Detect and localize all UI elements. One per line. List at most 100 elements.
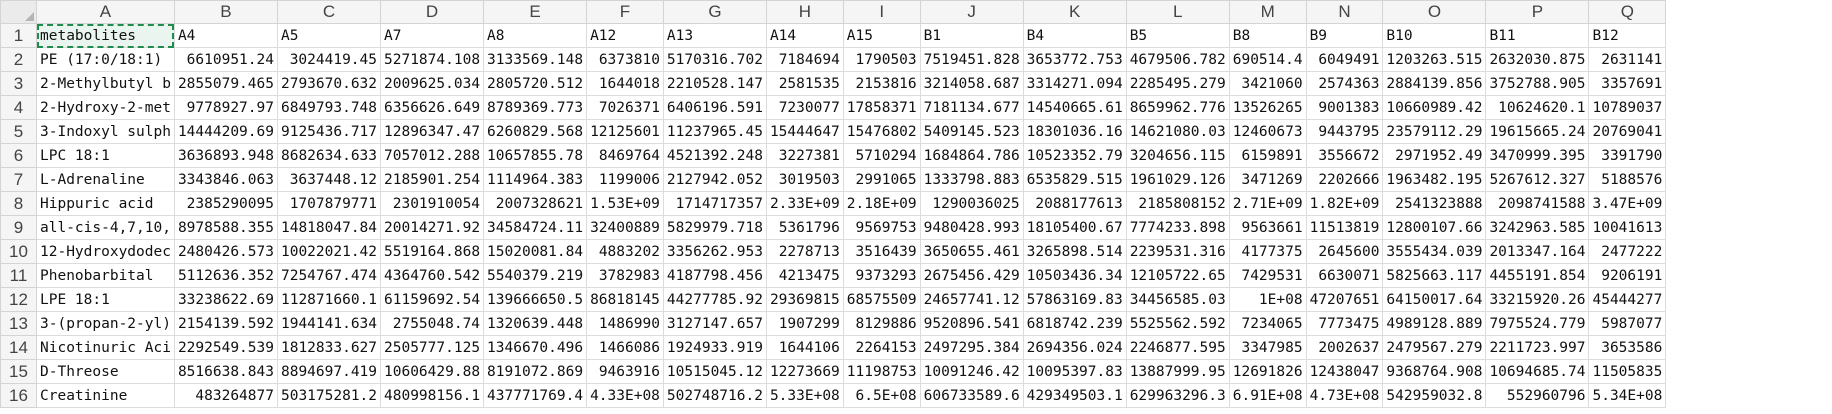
column-header-m[interactable]: M (1228, 0, 1307, 24)
cell-n4[interactable]: 9001383 (1305, 95, 1384, 120)
cell-e1[interactable]: A8 (483, 23, 588, 48)
cell-j8[interactable]: 1290036025 (919, 191, 1024, 216)
cell-o8[interactable]: 2541323888 (1382, 191, 1487, 216)
cell-h12[interactable]: 29369815 (765, 287, 844, 312)
cell-p9[interactable]: 3242963.585 (1485, 215, 1590, 240)
cell-l4[interactable]: 8659962.776 (1125, 95, 1230, 120)
cell-f7[interactable]: 1199006 (586, 167, 664, 192)
cell-i11[interactable]: 9373293 (842, 263, 921, 288)
row-header[interactable]: 14 (0, 335, 37, 360)
cell-k1[interactable]: B4 (1022, 23, 1127, 48)
cell-n15[interactable]: 12438047 (1305, 359, 1384, 384)
cell-n10[interactable]: 2645600 (1305, 239, 1384, 264)
cell-m16[interactable]: 6.91E+08 (1228, 383, 1307, 408)
cell-m12[interactable]: 1E+08 (1228, 287, 1307, 312)
cell-g13[interactable]: 3127147.657 (662, 311, 767, 336)
cell-a8[interactable]: Hippuric acid (36, 191, 175, 216)
cell-o3[interactable]: 2884139.856 (1382, 71, 1487, 96)
cell-b4[interactable]: 9778927.97 (173, 95, 278, 120)
cell-c7[interactable]: 3637448.12 (276, 167, 382, 192)
cell-m1[interactable]: B8 (1228, 23, 1307, 48)
column-header-a[interactable]: A (36, 0, 175, 24)
cell-i10[interactable]: 3516439 (842, 239, 921, 264)
cell-d16[interactable]: 480998156.1 (380, 383, 485, 408)
cell-l2[interactable]: 4679506.782 (1125, 47, 1230, 72)
cell-m7[interactable]: 3471269 (1228, 167, 1307, 192)
cell-l8[interactable]: 2185808152 (1125, 191, 1230, 216)
cell-m10[interactable]: 4177375 (1228, 239, 1307, 264)
select-all-corner[interactable] (0, 0, 37, 24)
cell-m3[interactable]: 3421060 (1228, 71, 1307, 96)
cell-k12[interactable]: 57863169.83 (1022, 287, 1127, 312)
cell-p5[interactable]: 19615665.24 (1485, 119, 1590, 144)
cell-o13[interactable]: 4989128.889 (1382, 311, 1487, 336)
cell-b9[interactable]: 8978588.355 (173, 215, 278, 240)
cell-a6[interactable]: LPC 18:1 (36, 143, 175, 168)
cell-j13[interactable]: 9520896.541 (919, 311, 1024, 336)
cell-i8[interactable]: 2.18E+09 (842, 191, 921, 216)
column-header-o[interactable]: O (1382, 0, 1487, 24)
cell-e9[interactable]: 34584724.11 (483, 215, 588, 240)
cell-g2[interactable]: 5170316.702 (662, 47, 767, 72)
cell-q11[interactable]: 9206191 (1588, 263, 1667, 288)
cell-j9[interactable]: 9480428.993 (919, 215, 1024, 240)
cell-d5[interactable]: 12896347.47 (380, 119, 485, 144)
cell-e7[interactable]: 1114964.383 (483, 167, 588, 192)
cell-k6[interactable]: 10523352.79 (1022, 143, 1127, 168)
cell-n9[interactable]: 11513819 (1305, 215, 1384, 240)
cell-o7[interactable]: 1963482.195 (1382, 167, 1487, 192)
cell-b13[interactable]: 2154139.592 (173, 311, 278, 336)
row-header[interactable]: 12 (0, 287, 37, 312)
cell-f9[interactable]: 32400889 (586, 215, 664, 240)
cell-c13[interactable]: 1944141.634 (276, 311, 382, 336)
column-header-e[interactable]: E (483, 0, 588, 24)
cell-e11[interactable]: 5540379.219 (483, 263, 588, 288)
cell-g14[interactable]: 1924933.919 (662, 335, 767, 360)
cell-j15[interactable]: 10091246.42 (919, 359, 1024, 384)
row-header[interactable]: 16 (0, 383, 37, 408)
cell-a2[interactable]: PE (17:0/18:1) (36, 47, 175, 72)
cell-m5[interactable]: 12460673 (1228, 119, 1307, 144)
cell-g6[interactable]: 4521392.248 (662, 143, 767, 168)
cell-l15[interactable]: 13887999.95 (1125, 359, 1230, 384)
cell-h6[interactable]: 3227381 (765, 143, 844, 168)
cell-g4[interactable]: 6406196.591 (662, 95, 767, 120)
cell-g7[interactable]: 2127942.052 (662, 167, 767, 192)
cell-e8[interactable]: 2007328621 (483, 191, 588, 216)
cell-j11[interactable]: 2675456.429 (919, 263, 1024, 288)
cell-d9[interactable]: 20014271.92 (380, 215, 485, 240)
row-header[interactable]: 2 (0, 47, 37, 72)
cell-b16[interactable]: 483264877 (173, 383, 278, 408)
column-header-q[interactable]: Q (1588, 0, 1667, 24)
cell-c9[interactable]: 14818047.84 (276, 215, 382, 240)
cell-f12[interactable]: 86818145 (586, 287, 664, 312)
cell-p2[interactable]: 2632030.875 (1485, 47, 1590, 72)
cell-n12[interactable]: 47207651 (1305, 287, 1384, 312)
cell-p14[interactable]: 2211723.997 (1485, 335, 1590, 360)
cell-c15[interactable]: 8894697.419 (276, 359, 382, 384)
cell-a1[interactable]: metabolites (36, 23, 175, 48)
cell-h10[interactable]: 2278713 (765, 239, 844, 264)
cell-e2[interactable]: 3133569.148 (483, 47, 588, 72)
cell-l9[interactable]: 7774233.898 (1125, 215, 1230, 240)
cell-b6[interactable]: 3636893.948 (173, 143, 278, 168)
cell-e15[interactable]: 8191072.869 (483, 359, 588, 384)
cell-h9[interactable]: 5361796 (765, 215, 844, 240)
cell-m6[interactable]: 6159891 (1228, 143, 1307, 168)
cell-b3[interactable]: 2855079.465 (173, 71, 278, 96)
cell-a15[interactable]: D-Threose (36, 359, 175, 384)
cell-o1[interactable]: B10 (1382, 23, 1487, 48)
column-header-d[interactable]: D (380, 0, 485, 24)
cell-m15[interactable]: 12691826 (1228, 359, 1307, 384)
cell-m11[interactable]: 7429531 (1228, 263, 1307, 288)
row-header[interactable]: 6 (0, 143, 37, 168)
column-header-b[interactable]: B (173, 0, 278, 24)
cell-k11[interactable]: 10503436.34 (1022, 263, 1127, 288)
cell-q5[interactable]: 20769041 (1588, 119, 1667, 144)
cell-f15[interactable]: 9463916 (586, 359, 664, 384)
cell-f13[interactable]: 1486990 (586, 311, 664, 336)
cell-c10[interactable]: 10022021.42 (276, 239, 382, 264)
cell-b5[interactable]: 14444209.69 (173, 119, 278, 144)
cell-l16[interactable]: 629963296.3 (1125, 383, 1230, 408)
cell-f3[interactable]: 1644018 (586, 71, 664, 96)
